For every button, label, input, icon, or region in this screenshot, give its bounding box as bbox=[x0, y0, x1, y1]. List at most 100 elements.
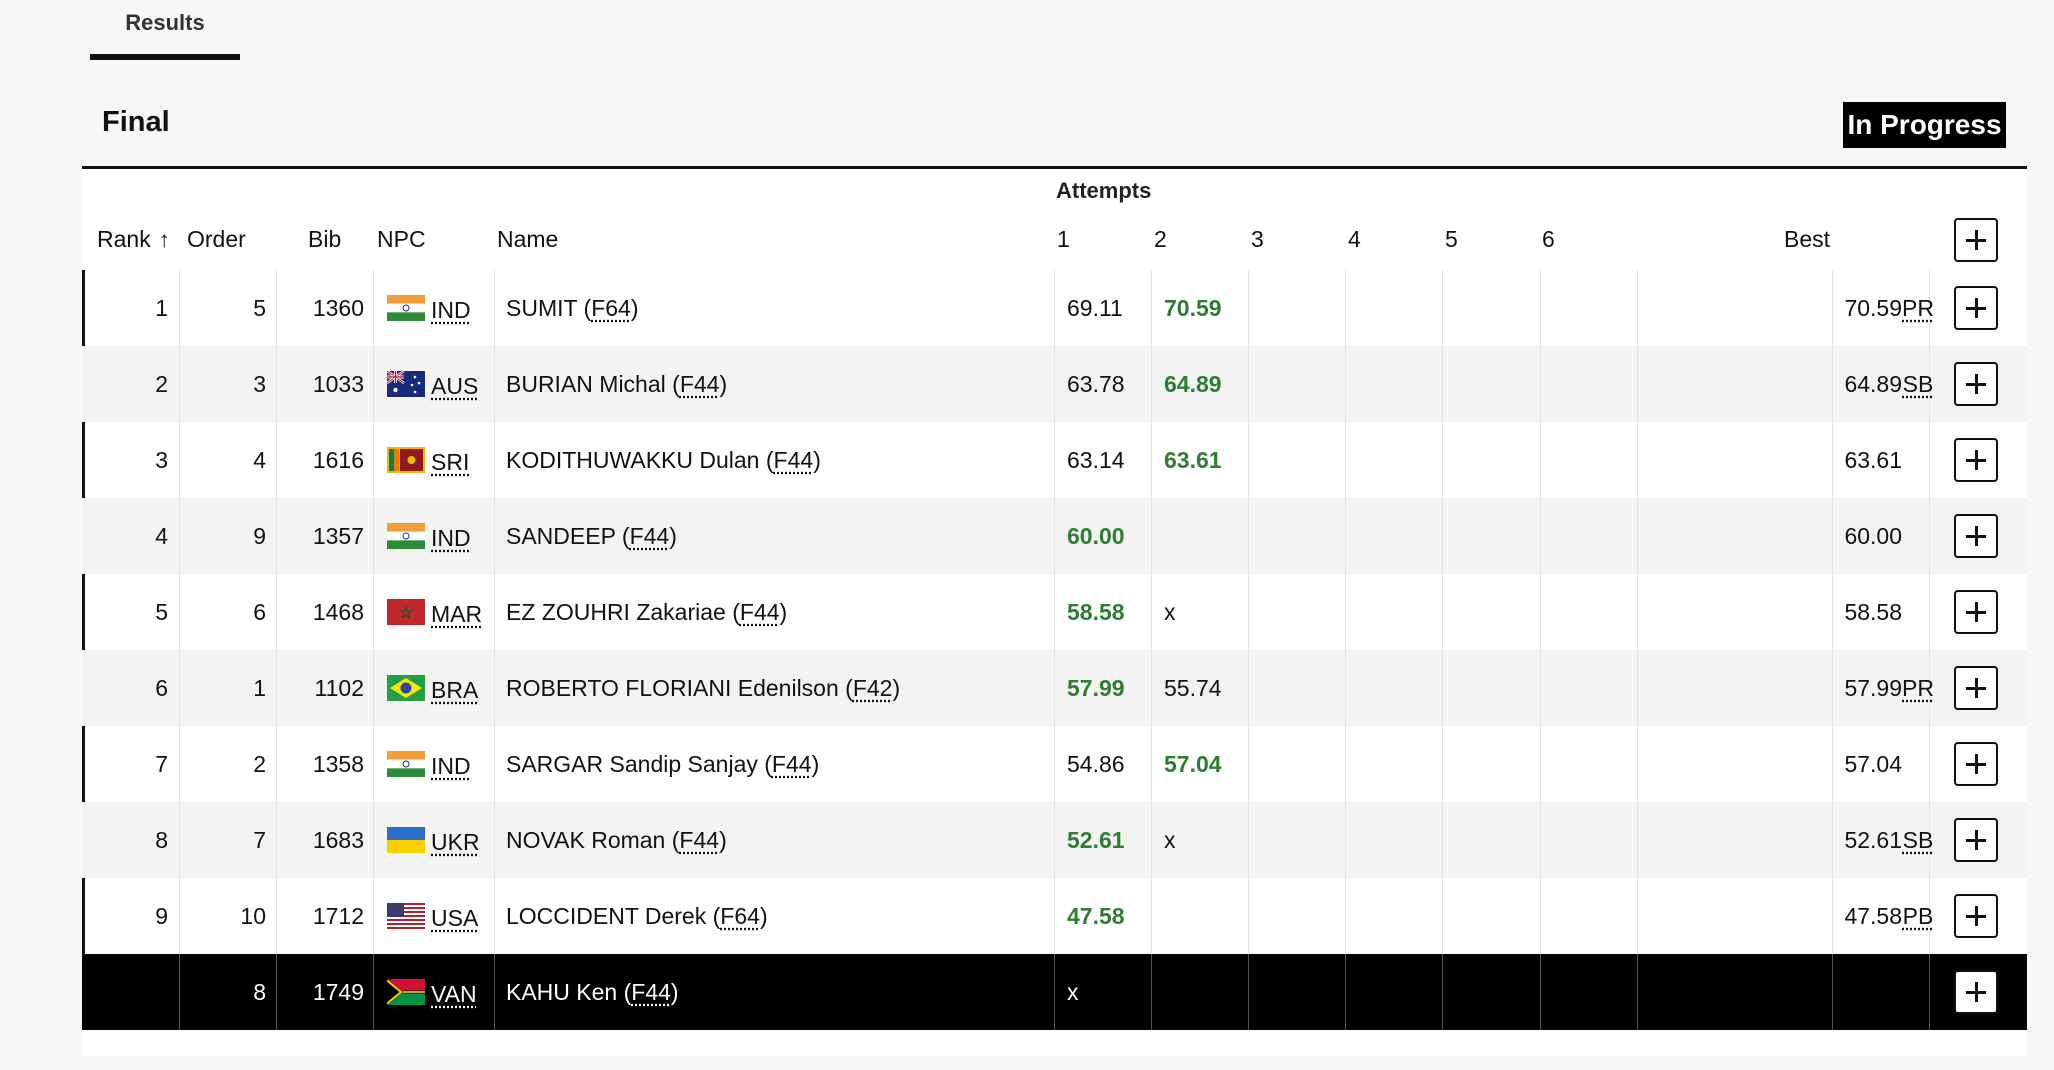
npc-cell[interactable]: IND bbox=[387, 270, 507, 346]
attempt-1-cell: 63.78 bbox=[1067, 371, 1125, 397]
column-divider bbox=[1928, 802, 1930, 878]
npc-code: AUS bbox=[431, 372, 479, 399]
rank-cell: 9 bbox=[155, 903, 168, 929]
column-divider bbox=[1928, 726, 1930, 802]
order-cell: 3 bbox=[253, 371, 266, 397]
attempt-1-cell: x bbox=[1067, 979, 1079, 1005]
column-header-attempt-2: 2 bbox=[1154, 226, 1167, 252]
table-row[interactable]: 7 2 1358 IND SARGAR Sandip Sanjay (F44) 54.86… bbox=[82, 726, 2027, 802]
npc-code: USA bbox=[431, 904, 479, 931]
table-row[interactable]: 9 10 1712 USA LOCCIDENT Derek (F64) 47.58 47.5… bbox=[82, 878, 2027, 954]
column-header-bib[interactable]: Bib bbox=[308, 226, 342, 252]
expand-all-button[interactable] bbox=[1954, 218, 1998, 262]
column-divider bbox=[1053, 422, 1055, 498]
column-divider bbox=[1928, 650, 1930, 726]
order-cell: 6 bbox=[253, 599, 266, 625]
column-divider bbox=[1442, 802, 1444, 878]
npc-cell[interactable]: UKR bbox=[387, 802, 507, 878]
expand-row-button[interactable] bbox=[1954, 438, 1998, 482]
column-divider bbox=[1540, 270, 1542, 346]
expand-row-button[interactable] bbox=[1954, 666, 1998, 710]
sri-lanka-flag-icon bbox=[387, 446, 425, 473]
column-divider bbox=[1053, 270, 1055, 346]
column-header-rank[interactable]: Rank ↑ bbox=[97, 226, 170, 253]
column-divider bbox=[1540, 802, 1542, 878]
table-row[interactable]: 8 1749 VAN KAHU Ken (F44) x bbox=[82, 954, 2027, 1030]
best-cell: 64.89 bbox=[1844, 371, 1902, 397]
sport-class[interactable]: F64 bbox=[591, 295, 631, 321]
sport-class[interactable]: F44 bbox=[629, 523, 670, 549]
column-header-order[interactable]: Order bbox=[187, 226, 246, 252]
order-cell: 1 bbox=[253, 675, 266, 701]
expand-row-button[interactable] bbox=[1954, 742, 1998, 786]
sport-class[interactable]: F44 bbox=[679, 371, 720, 397]
column-divider bbox=[373, 346, 375, 422]
column-divider bbox=[1637, 878, 1639, 954]
record-badge[interactable]: PR bbox=[1902, 675, 1934, 701]
npc-cell[interactable]: IND bbox=[387, 498, 507, 574]
sport-class[interactable]: F42 bbox=[852, 675, 893, 701]
column-divider bbox=[276, 422, 278, 498]
expand-row-button[interactable] bbox=[1954, 514, 1998, 558]
npc-cell[interactable]: VAN bbox=[387, 954, 507, 1030]
attempt-1-cell: 58.58 bbox=[1067, 599, 1125, 625]
column-divider bbox=[1345, 574, 1346, 650]
sport-class[interactable]: F44 bbox=[631, 979, 671, 1005]
table-row[interactable]: 2 3 1033 AUS BURIAN Michal (F44) 63.78 64.89 64… bbox=[82, 346, 2027, 422]
record-badge[interactable]: SB bbox=[1902, 371, 1934, 397]
sport-class[interactable]: F44 bbox=[739, 599, 780, 625]
record-badge[interactable]: PB bbox=[1902, 903, 1934, 929]
best-cell: 57.04 bbox=[1844, 751, 1902, 777]
column-header-npc[interactable]: NPC bbox=[377, 226, 426, 252]
table-row[interactable]: 4 9 1357 IND SANDEEP (F44) 60.00 60.00 bbox=[82, 498, 2027, 574]
npc-cell[interactable]: AUS bbox=[387, 346, 507, 422]
npc-cell[interactable]: BRA bbox=[387, 650, 507, 726]
expand-row-button[interactable] bbox=[1954, 970, 1998, 1014]
column-divider bbox=[179, 346, 181, 422]
expand-row-button[interactable] bbox=[1954, 286, 1998, 330]
column-header-name[interactable]: Name bbox=[497, 226, 559, 252]
column-divider bbox=[179, 726, 181, 802]
sport-class[interactable]: F44 bbox=[679, 827, 720, 853]
table-row[interactable]: 5 6 1468 MAR EZ ZOUHRI Zakariae (F44) 58.58 x 5… bbox=[82, 574, 2027, 650]
expand-row-button[interactable] bbox=[1954, 362, 1998, 406]
active-tab-indicator bbox=[90, 54, 240, 60]
npc-code: MAR bbox=[431, 600, 483, 627]
npc-cell[interactable]: USA bbox=[387, 878, 507, 954]
table-row[interactable]: 3 4 1616 SRI KODITHUWAKKU Dulan (F44) 63.14 63… bbox=[82, 422, 2027, 498]
column-header-best[interactable]: Best bbox=[1784, 226, 1831, 252]
row-marker bbox=[82, 422, 85, 498]
npc-cell[interactable]: IND bbox=[387, 726, 507, 802]
order-cell: 4 bbox=[253, 447, 266, 473]
attempt-1-cell: 60.00 bbox=[1067, 523, 1125, 549]
expand-row-button[interactable] bbox=[1954, 590, 1998, 634]
morocco-flag-icon bbox=[387, 598, 425, 625]
table-row[interactable]: 8 7 1683 UKR NOVAK Roman (F44) 52.61 x 52.61 SB bbox=[82, 802, 2027, 878]
column-header-rank-label: Rank bbox=[97, 226, 151, 252]
expand-row-button[interactable] bbox=[1954, 894, 1998, 938]
sport-class[interactable]: F64 bbox=[720, 903, 760, 929]
npc-cell[interactable]: MAR bbox=[387, 574, 507, 650]
column-divider bbox=[1637, 802, 1639, 878]
plus-icon bbox=[1956, 220, 1996, 260]
attempt-1-cell: 63.14 bbox=[1067, 447, 1125, 473]
column-divider bbox=[1831, 802, 1833, 878]
sport-class[interactable]: F44 bbox=[771, 751, 812, 777]
bib-cell: 1712 bbox=[312, 903, 364, 929]
record-badge[interactable]: PR bbox=[1902, 295, 1934, 321]
column-divider bbox=[1247, 878, 1249, 954]
attempt-2-cell: x bbox=[1164, 599, 1176, 625]
tab-results[interactable]: Results bbox=[125, 10, 205, 35]
athlete-name: SUMIT bbox=[506, 295, 578, 321]
table-row[interactable]: 1 5 1360 IND SUMIT (F64) 69.11 70.59 70.59 PR bbox=[82, 270, 2027, 346]
npc-cell[interactable]: SRI bbox=[387, 422, 507, 498]
plus-icon bbox=[1956, 592, 1996, 632]
column-divider bbox=[179, 650, 181, 726]
sport-class[interactable]: F44 bbox=[773, 447, 814, 473]
record-badge[interactable]: SB bbox=[1902, 827, 1934, 853]
table-row[interactable]: 6 1 1102 BRA ROBERTO FLORIANI Edenilson (F42… bbox=[82, 650, 2027, 726]
column-divider bbox=[1928, 878, 1930, 954]
expand-row-button[interactable] bbox=[1954, 818, 1998, 862]
column-divider bbox=[493, 422, 495, 498]
athlete-name-cell: NOVAK Roman (F44) bbox=[506, 827, 727, 853]
